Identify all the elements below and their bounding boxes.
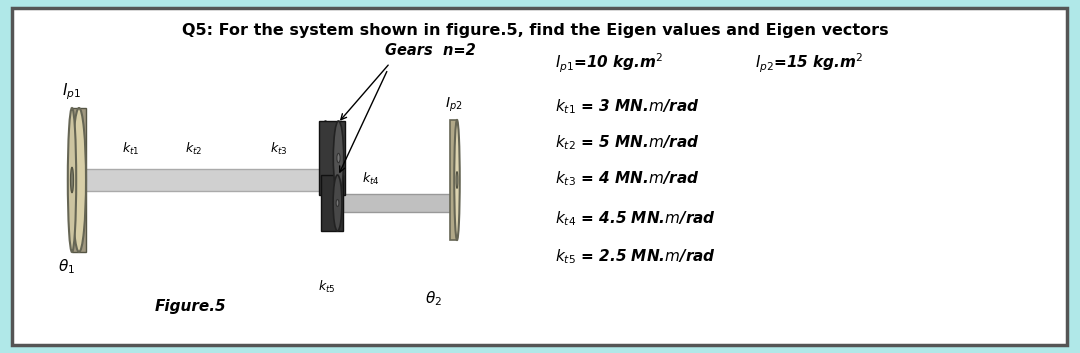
Ellipse shape — [321, 121, 330, 195]
Ellipse shape — [336, 199, 339, 207]
Ellipse shape — [333, 175, 342, 231]
Ellipse shape — [337, 153, 340, 163]
Bar — [450, 120, 457, 240]
Text: $k_{t3}$: $k_{t3}$ — [270, 141, 287, 157]
Text: $\theta_2$: $\theta_2$ — [426, 289, 442, 308]
Text: $k_{t4}$: $k_{t4}$ — [362, 171, 380, 187]
Bar — [77, 169, 330, 191]
Bar — [321, 175, 343, 231]
Text: $k_{t1}$ = 3 MN.$m$/rad: $k_{t1}$ = 3 MN.$m$/rad — [555, 97, 700, 116]
Bar — [72, 108, 86, 252]
Ellipse shape — [455, 120, 460, 240]
Text: Gears  n=2: Gears n=2 — [384, 43, 476, 58]
Ellipse shape — [68, 108, 77, 252]
Bar — [77, 169, 330, 177]
Text: $I_{p1}$=10 kg.m$^2$: $I_{p1}$=10 kg.m$^2$ — [555, 52, 663, 75]
Bar — [343, 194, 450, 200]
Text: $I_{p2}$: $I_{p2}$ — [445, 96, 462, 114]
Text: Figure.5: Figure.5 — [156, 299, 227, 314]
Ellipse shape — [456, 172, 458, 189]
Text: Q5: For the system shown in figure.5, find the Eigen values and Eigen vectors: Q5: For the system shown in figure.5, fi… — [181, 24, 889, 38]
Text: $I_{p2}$=15 kg.m$^2$: $I_{p2}$=15 kg.m$^2$ — [755, 52, 863, 75]
Bar — [343, 194, 450, 212]
Text: $I_{p1}$: $I_{p1}$ — [62, 81, 81, 102]
Text: $k_{t2}$ = 5 MN.$m$/rad: $k_{t2}$ = 5 MN.$m$/rad — [555, 133, 700, 152]
Ellipse shape — [71, 169, 81, 191]
Ellipse shape — [72, 108, 86, 252]
Text: $k_{t5}$ = 2.5 MN.$m$/rad: $k_{t5}$ = 2.5 MN.$m$/rad — [555, 247, 716, 266]
Text: $\theta_1$: $\theta_1$ — [58, 257, 75, 276]
Text: $k_{t1}$: $k_{t1}$ — [122, 141, 139, 157]
Ellipse shape — [322, 175, 330, 231]
Text: $k_{t4}$ = 4.5 MN.$m$/rad: $k_{t4}$ = 4.5 MN.$m$/rad — [555, 209, 716, 228]
Text: $k_{t5}$: $k_{t5}$ — [318, 279, 336, 295]
Bar — [319, 121, 345, 195]
Ellipse shape — [70, 167, 73, 193]
Ellipse shape — [334, 121, 343, 195]
Text: $k_{t3}$ = 4 MN.$m$/rad: $k_{t3}$ = 4 MN.$m$/rad — [555, 169, 700, 188]
Text: $k_{t2}$: $k_{t2}$ — [185, 141, 202, 157]
